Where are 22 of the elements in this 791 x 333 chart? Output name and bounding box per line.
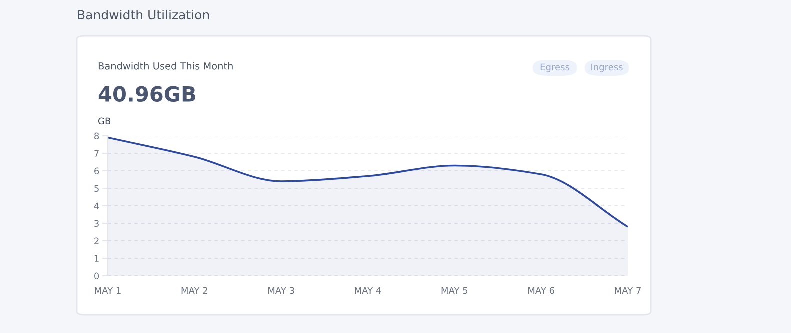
y-tick-label: 3 [94,220,99,228]
x-tick-label: MAY 7 [615,287,641,294]
x-tick-label: MAY 2 [182,287,208,294]
y-tick-label: 8 [94,132,100,140]
y-axis-title: GB [98,118,111,125]
y-tick-label: 7 [94,150,99,157]
y-tick-label: 0 [94,272,100,280]
x-tick-label: MAY 5 [442,287,468,294]
x-tick-label: MAY 4 [355,287,382,294]
y-tick-label: 1 [94,255,99,262]
text: Bandwidth Utilization [78,10,210,20]
x-tick-label: MAY 6 [528,287,554,294]
y-tick-label: 4 [94,202,100,210]
text: Ingress [592,64,623,72]
text: Egress [540,64,570,72]
chart-title: Bandwidth Used This Month [98,62,233,70]
y-tick-label: 5 [94,185,99,192]
chart-subtitle: 40.96GB [98,86,196,102]
y-tick-label: 2 [94,238,99,244]
x-tick-label: MAY 3 [268,287,294,294]
y-tick-label: 6 [94,168,100,175]
x-tick-label: MAY 1 [95,287,121,294]
